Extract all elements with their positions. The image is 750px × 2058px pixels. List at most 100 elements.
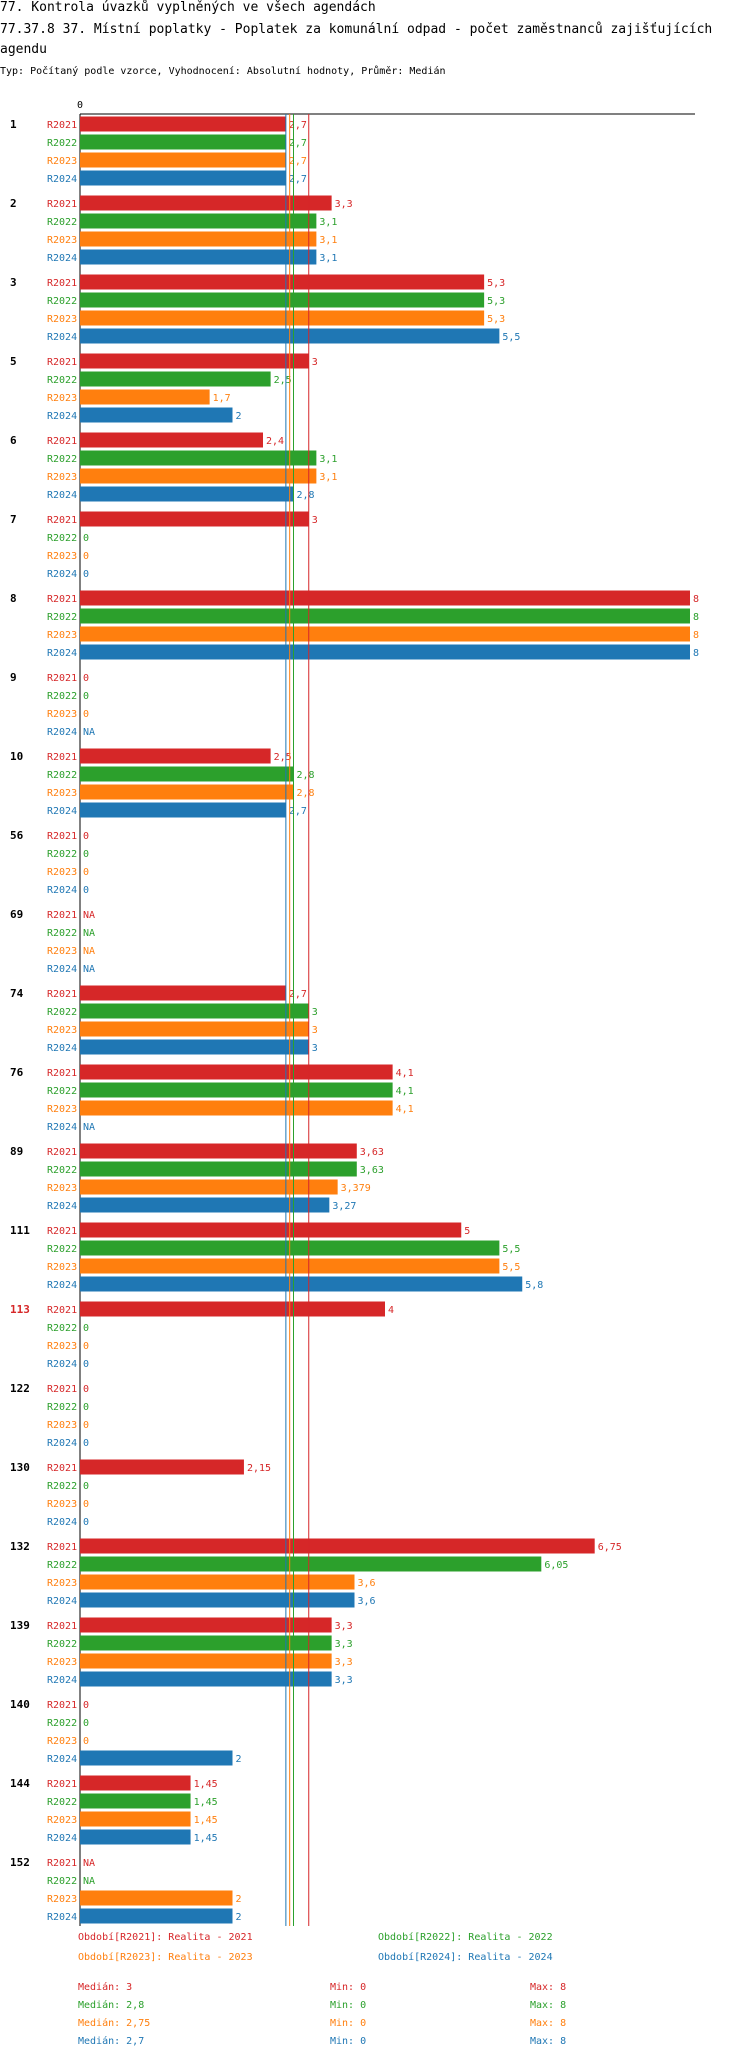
bar (80, 1592, 355, 1608)
data-label: NA (83, 1858, 95, 1869)
series-label: R2024 (47, 1754, 77, 1765)
data-label: NA (83, 1122, 95, 1133)
bar (80, 784, 294, 800)
data-label: 4,1 (396, 1104, 414, 1115)
data-label: 5 (464, 1226, 470, 1237)
bar (80, 1908, 233, 1924)
data-label: NA (83, 910, 95, 921)
data-label: 4 (388, 1305, 394, 1316)
data-label: 2,8 (297, 788, 315, 799)
series-label: R2024 (47, 648, 77, 659)
series-label: R2021 (47, 752, 77, 763)
data-label: 3 (312, 1025, 318, 1036)
series-label: R2024 (47, 332, 77, 343)
series-label: R2023 (47, 1183, 77, 1194)
data-label: 2,15 (247, 1463, 271, 1474)
series-label: R2022 (47, 691, 77, 702)
series-label: R2021 (47, 1226, 77, 1237)
series-label: R2021 (47, 278, 77, 289)
stat-median-r2024: Medián: 2,7 (78, 2036, 145, 2047)
data-label: 3,1 (319, 253, 337, 264)
data-label: 0 (83, 1323, 89, 1334)
data-label: 0 (83, 569, 89, 580)
bar (80, 1082, 393, 1098)
series-label: R2024 (47, 1912, 77, 1923)
data-label: 0 (83, 849, 89, 860)
series-label: R2022 (47, 1481, 77, 1492)
category-label: 76 (10, 1066, 24, 1079)
series-label: R2021 (47, 1147, 77, 1158)
series-label: R2024 (47, 1122, 77, 1133)
stat-median-r2022: Medián: 2,8 (78, 2000, 145, 2011)
bar (80, 152, 286, 168)
series-label: R2021 (47, 436, 77, 447)
series-label: R2021 (47, 1542, 77, 1553)
x-tick-label: 0 (77, 100, 83, 111)
bar (80, 310, 485, 326)
data-label: NA (83, 964, 95, 975)
category-label: 7 (10, 513, 17, 526)
category-label: 89 (10, 1145, 23, 1158)
bar (80, 1197, 330, 1213)
bar (80, 389, 210, 405)
series-label: R2022 (47, 1797, 77, 1808)
series-label: R2022 (47, 217, 77, 228)
series-label: R2021 (47, 1463, 77, 1474)
bar (80, 802, 286, 818)
series-label: R2024 (47, 1359, 77, 1370)
data-label: 0 (83, 1438, 89, 1449)
stat-min-r2022: Min: 0 (330, 2000, 367, 2011)
category-label: 69 (10, 908, 23, 921)
data-label: 3,3 (335, 1621, 353, 1632)
bar (80, 274, 485, 290)
data-label: 2,8 (297, 770, 315, 781)
category-label: 5 (10, 355, 17, 368)
data-label: 0 (83, 1402, 89, 1413)
data-label: 8 (693, 630, 699, 641)
bar (80, 1750, 233, 1766)
series-label: R2021 (47, 1858, 77, 1869)
series-label: R2023 (47, 1657, 77, 1668)
category-label: 144 (10, 1777, 30, 1790)
bar (80, 1635, 332, 1651)
bar (80, 170, 286, 186)
bar (80, 766, 294, 782)
series-label: R2024 (47, 1280, 77, 1291)
data-label: 1,45 (194, 1833, 218, 1844)
series-label: R2021 (47, 910, 77, 921)
bar (80, 134, 286, 150)
series-label: R2022 (47, 1639, 77, 1650)
data-label: 0 (83, 831, 89, 842)
data-label: 3,3 (335, 1639, 353, 1650)
data-label: 0 (83, 709, 89, 720)
bar (80, 450, 317, 466)
data-label: 8 (693, 648, 699, 659)
data-label: 0 (83, 691, 89, 702)
stat-max-r2024: Max: 8 (530, 2036, 567, 2047)
series-label: R2021 (47, 1700, 77, 1711)
series-label: R2022 (47, 375, 77, 386)
bar (80, 1617, 332, 1633)
bar (80, 371, 271, 387)
series-label: R2024 (47, 1833, 77, 1844)
series-label: R2023 (47, 1578, 77, 1589)
bar (80, 1100, 393, 1116)
category-label: 130 (10, 1461, 30, 1474)
series-label: R2021 (47, 357, 77, 368)
series-label: R2021 (47, 515, 77, 526)
series-label: R2021 (47, 1068, 77, 1079)
bar (80, 1276, 523, 1292)
series-label: R2023 (47, 709, 77, 720)
bar (80, 1538, 595, 1554)
bar (80, 985, 286, 1001)
data-label: 0 (83, 1736, 89, 1747)
bar (80, 249, 317, 265)
series-label: R2023 (47, 1894, 77, 1905)
data-label: 0 (83, 1420, 89, 1431)
series-label: R2023 (47, 867, 77, 878)
bar (80, 1890, 233, 1906)
data-label: 3,1 (319, 235, 337, 246)
bar (80, 1556, 542, 1572)
data-label: 3,1 (319, 217, 337, 228)
data-label: 2 (236, 1754, 242, 1765)
